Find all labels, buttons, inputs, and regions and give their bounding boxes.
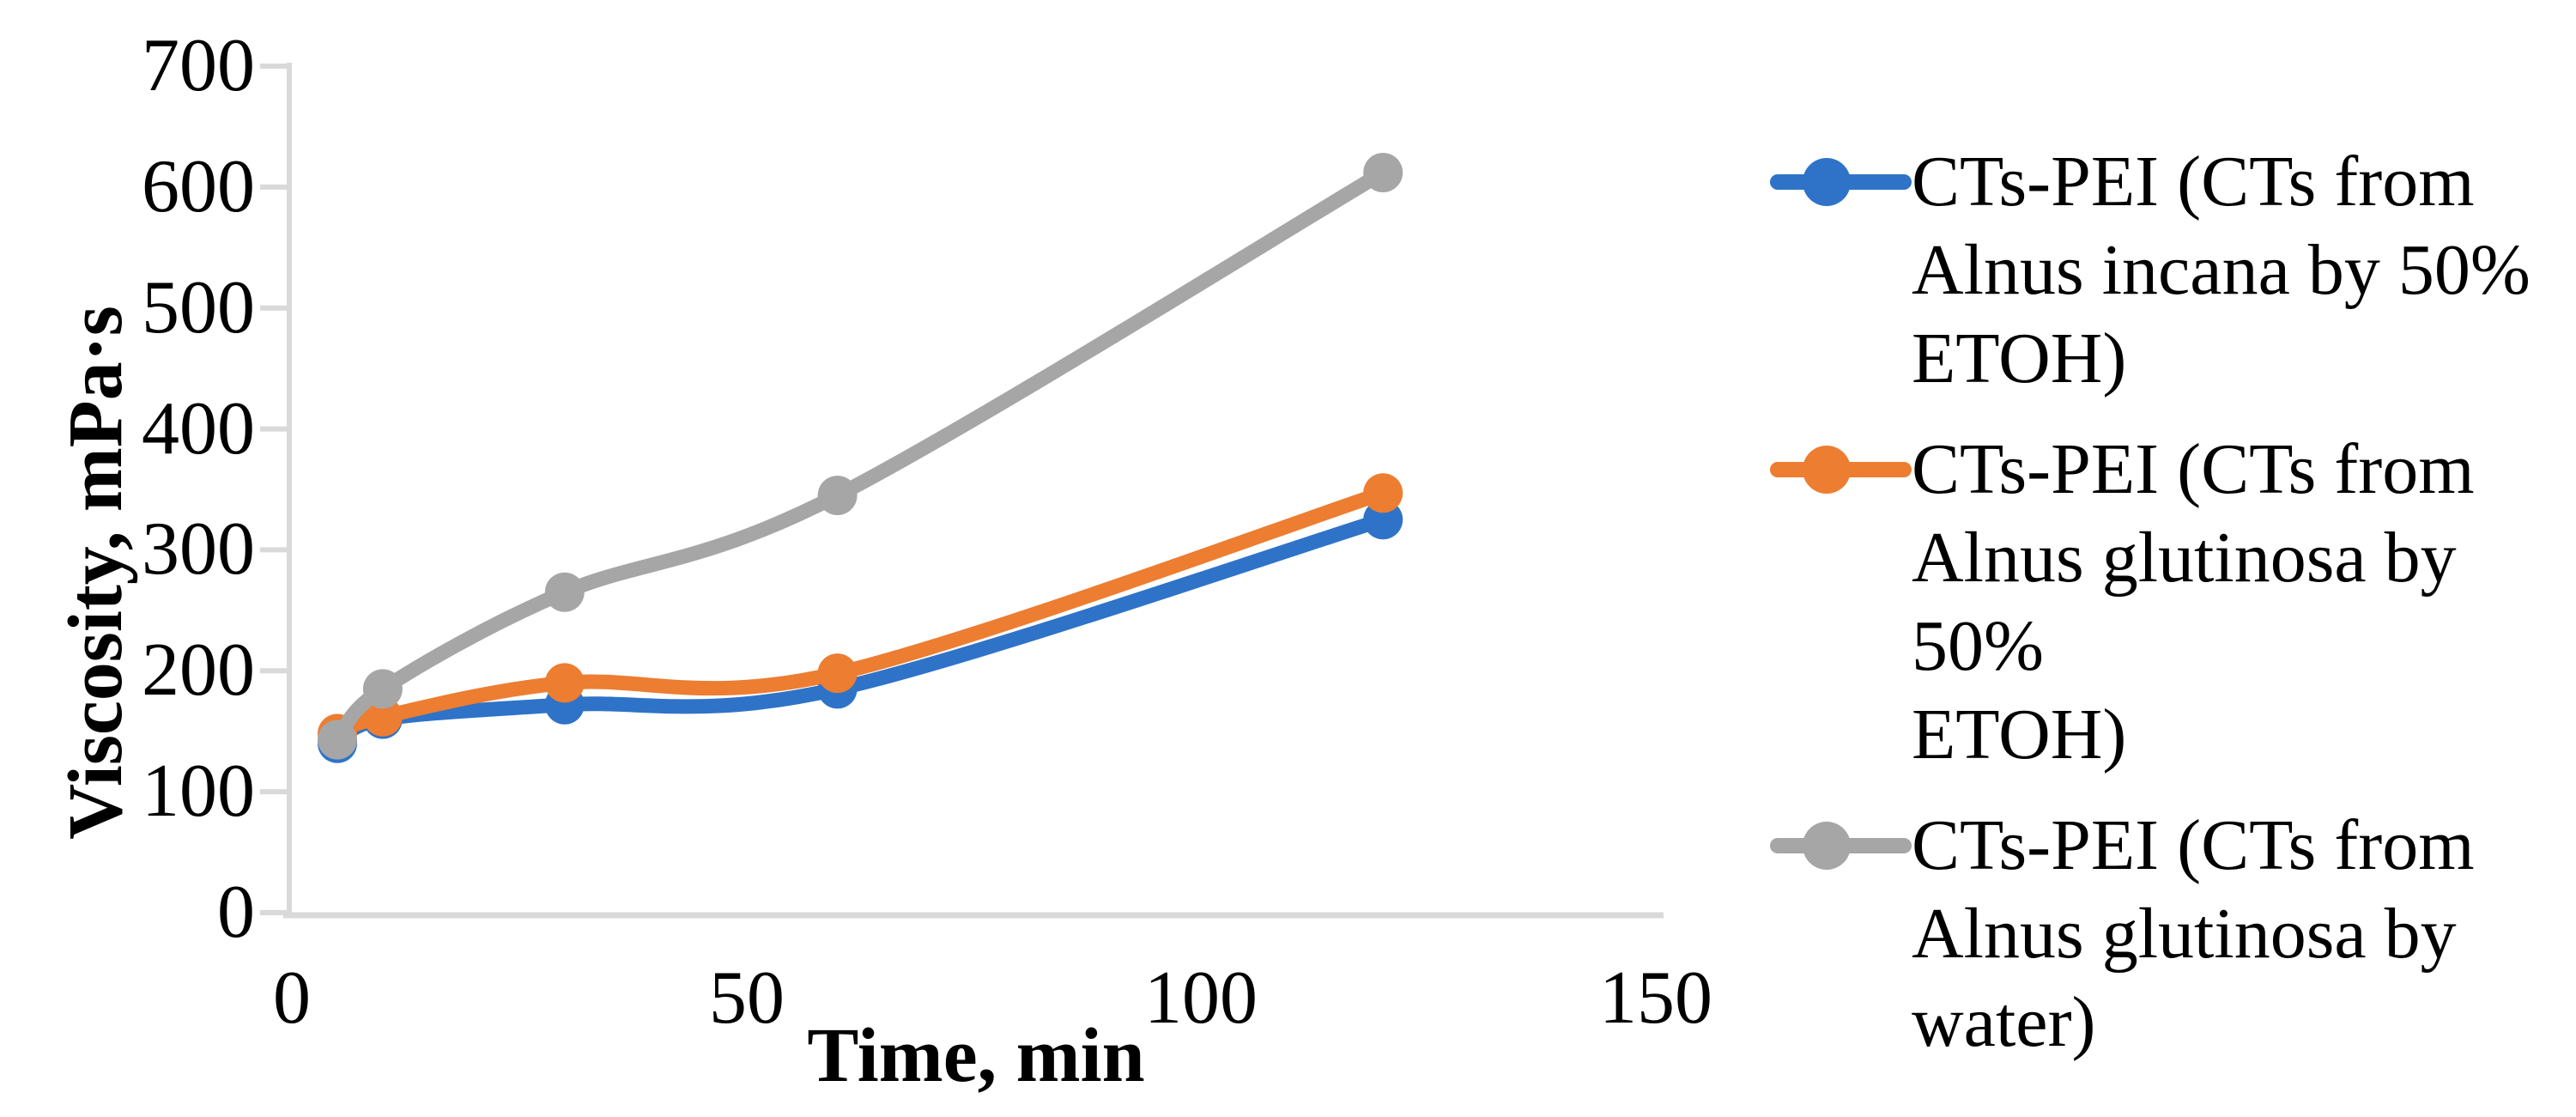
y-tick-label: 700 — [142, 24, 255, 107]
legend-entry-label: CTs-PEI (CTs from Alnus glutinosa by 50%… — [1912, 429, 2475, 774]
legend-dot — [1803, 158, 1851, 206]
legend-dot — [1803, 822, 1851, 870]
legend-entry: CTs-PEI (CTs from Alnus incana by 50% ET… — [1770, 137, 2568, 403]
data-point-marker — [318, 719, 357, 760]
data-point-marker — [817, 653, 858, 694]
legend-line-marker-icon — [1770, 425, 1912, 513]
legend-line-marker-icon — [1770, 801, 1912, 889]
y-tick-label: 500 — [142, 266, 255, 349]
x-tick-label: 150 — [1599, 956, 1712, 1040]
legend-entry-label: CTs-PEI (CTs from Alnus incana by 50% ET… — [1912, 142, 2531, 398]
legend-dot — [1803, 446, 1851, 494]
y-tick-label: 200 — [142, 628, 255, 712]
data-point-marker — [817, 476, 858, 515]
series-line-2 — [330, 165, 1391, 748]
data-point-marker — [1363, 153, 1403, 192]
legend-entry: CTs-PEI (CTs from Alnus glutinosa by wat… — [1770, 801, 2568, 1066]
data-point-marker — [362, 696, 403, 737]
data-point-marker — [1363, 473, 1403, 513]
data-point-marker — [544, 663, 585, 703]
series-line-1 — [330, 485, 1391, 741]
data-point-marker — [544, 572, 585, 612]
legend-entry: CTs-PEI (CTs from Alnus glutinosa by 50%… — [1770, 425, 2568, 779]
data-point-marker — [362, 669, 403, 709]
x-tick-label: 100 — [1144, 956, 1258, 1040]
y-tick-label: 300 — [142, 507, 255, 591]
x-axis-title: Time, min — [807, 1013, 1145, 1098]
y-tick-label: 0 — [217, 871, 255, 954]
y-tick-label: 400 — [142, 387, 255, 470]
x-tick-label: 50 — [709, 956, 785, 1040]
legend-entry-label: CTs-PEI (CTs from Alnus glutinosa by wat… — [1912, 805, 2475, 1062]
y-tick-label: 100 — [142, 750, 255, 833]
legend: CTs-PEI (CTs from Alnus incana by 50% ET… — [1770, 137, 2568, 1089]
y-tick-label: 600 — [142, 145, 255, 228]
legend-line-marker-icon — [1770, 137, 1912, 226]
x-tick-label: 0 — [273, 956, 311, 1040]
